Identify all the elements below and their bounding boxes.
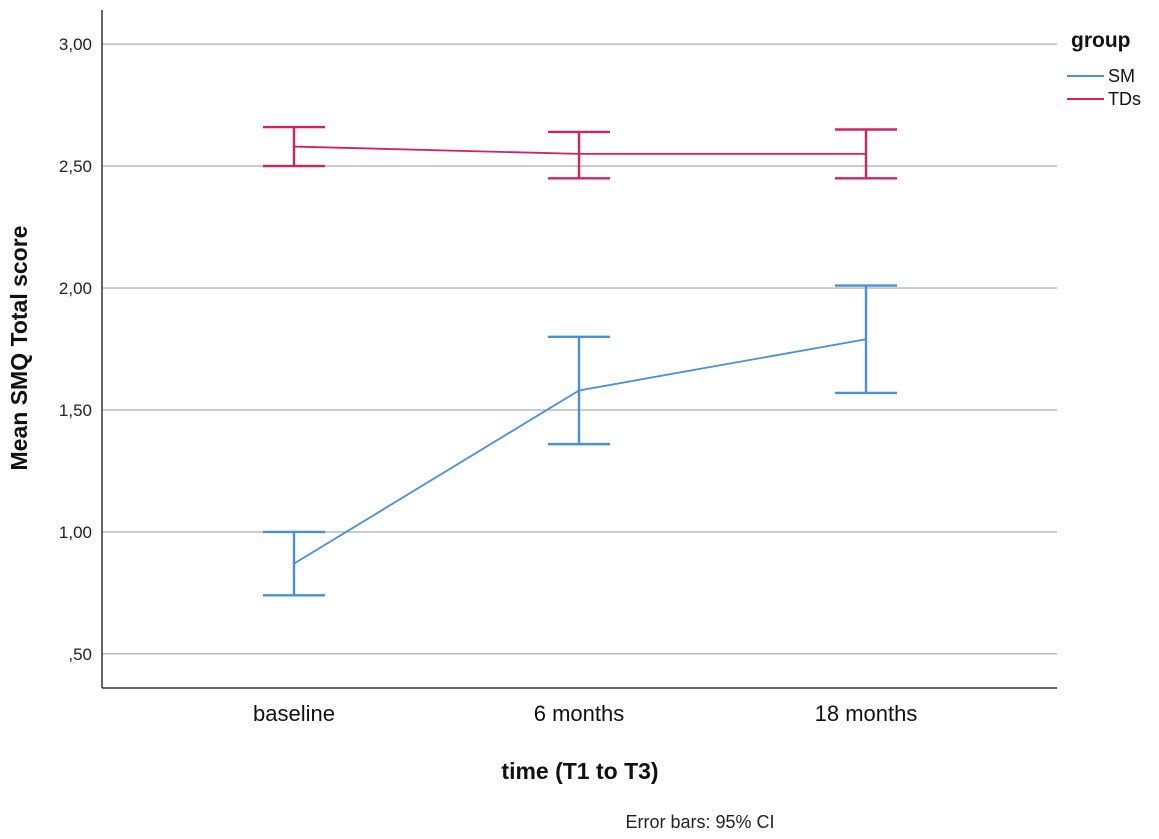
series-sm [263, 284, 897, 597]
y-tick-label: 2,50 [59, 157, 92, 176]
legend-items: SM TDs [1067, 66, 1141, 109]
legend-label-tds: TDs [1108, 89, 1141, 109]
x-tick-label: baseline [253, 701, 335, 726]
legend: group SM TDs [1067, 29, 1141, 109]
x-tick-labels: baseline 6 months 18 months [253, 701, 917, 726]
y-tick-label: ,50 [68, 645, 92, 664]
error-bar-tds [548, 130, 610, 180]
y-tick-label: 1,00 [59, 523, 92, 542]
y-axis-title: Mean SMQ Total score [6, 226, 32, 471]
y-tick-label: 3,00 [59, 35, 92, 54]
x-axis-title: time (T1 to T3) [501, 758, 658, 784]
legend-title: group [1071, 29, 1130, 52]
y-tick-label: 2,00 [59, 279, 92, 298]
footnote: Error bars: 95% CI [625, 812, 774, 832]
series-tds [263, 125, 897, 180]
y-tick-label: 1,50 [59, 401, 92, 420]
y-tick-labels: ,50 1,00 1,50 2,00 2,50 3,00 [59, 35, 92, 664]
x-tick-label: 18 months [815, 701, 918, 726]
series [263, 125, 897, 597]
x-tick-label: 6 months [534, 701, 625, 726]
legend-label-sm: SM [1108, 66, 1135, 86]
